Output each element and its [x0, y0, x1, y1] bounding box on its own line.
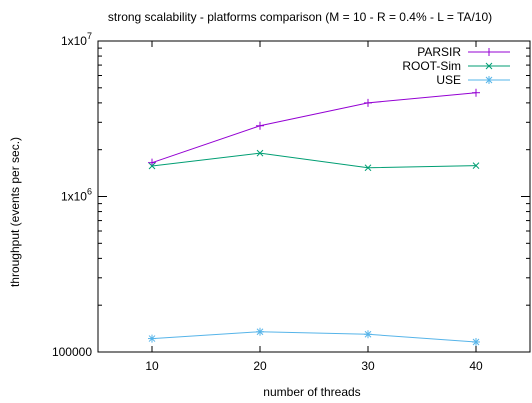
- data-point-root-sim: [148, 162, 156, 170]
- series-layer: [148, 88, 480, 346]
- x-tick-label: 40: [469, 359, 483, 373]
- y-tick-label: 1x106: [61, 187, 92, 204]
- x-tick-label: 10: [145, 359, 159, 373]
- data-point-use: [472, 337, 480, 346]
- data-point-parsir: [256, 121, 264, 130]
- x-axis-label: number of threads: [263, 385, 360, 399]
- series-line-parsir: [151, 92, 477, 164]
- axes: 10 20 30 40 1x107 1x106 100000: [52, 31, 530, 373]
- data-point-parsir: [472, 88, 480, 97]
- y-tick-label: 1x107: [61, 31, 92, 48]
- legend-marker-parsir: [485, 48, 493, 56]
- data-point-use: [148, 334, 156, 343]
- series-line-use: [151, 331, 477, 343]
- x-tick-label: 20: [253, 359, 267, 373]
- series-line-root-sim: [151, 152, 477, 169]
- y-axis-label: throughput (events per sec.): [8, 137, 22, 287]
- legend-marker-use: [485, 76, 493, 84]
- legend-label-parsir: PARSIR: [417, 45, 461, 59]
- data-point-use: [364, 330, 372, 339]
- y-tick-label: 100000: [52, 345, 92, 359]
- data-point-root-sim: [472, 162, 480, 169]
- data-point-parsir: [364, 98, 372, 107]
- legend-marker-root-sim: [485, 62, 493, 70]
- x-tick-label: 30: [361, 359, 375, 373]
- chart-title: strong scalability - platforms compariso…: [108, 10, 492, 24]
- data-point-root-sim: [364, 164, 372, 172]
- data-point-root-sim: [256, 149, 264, 157]
- data-point-use: [256, 327, 264, 336]
- legend-label-use: USE: [436, 73, 461, 87]
- plot-frame: [97, 40, 531, 353]
- legend-label-root-sim: ROOT-Sim: [402, 59, 461, 73]
